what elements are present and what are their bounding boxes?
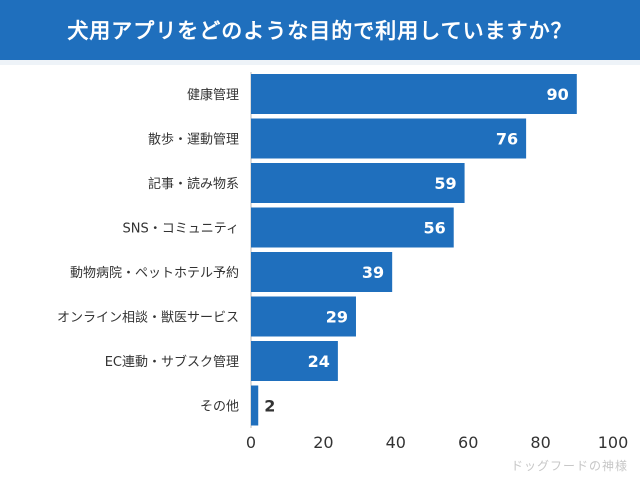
bar [251,118,527,159]
x-tick-label: 0 [246,433,256,452]
x-tick-label: 40 [386,433,406,452]
data-label: 76 [496,130,518,149]
data-label: 39 [362,263,384,282]
x-tick-label: 80 [530,433,550,452]
bar [251,252,393,292]
bar [251,74,577,114]
data-label: 29 [326,308,348,327]
bar [251,207,454,248]
category-label: その他 [200,400,239,415]
category-label: オンライン相談・獣医サービス [57,310,239,326]
category-label: 動物病院・ペットホテル予約 [70,266,239,281]
data-label: 2 [264,397,275,416]
category-label: 散歩・運動管理 [148,133,239,148]
chart-title: 犬用アプリをどのような目的で利用していますか？ [0,0,640,60]
x-tick-label: 100 [598,433,629,452]
category-label: EC連動・サブスク管理 [105,354,239,370]
bar [251,296,356,337]
category-label: 健康管理 [187,87,239,103]
bar [251,341,338,381]
data-label: 90 [547,85,569,104]
bar [251,385,259,426]
data-label: 59 [434,174,456,193]
x-tick-label: 60 [458,433,478,452]
title-divider [0,60,640,65]
bar [251,163,465,203]
category-label: SNS・コミュニティ [123,222,239,237]
x-tick-label: 20 [313,433,333,452]
watermark-logo: ドッグフードの神様 [510,459,628,473]
category-label: 記事・読み物系 [148,176,239,192]
data-label: 56 [423,219,445,238]
data-label: 24 [308,352,330,371]
